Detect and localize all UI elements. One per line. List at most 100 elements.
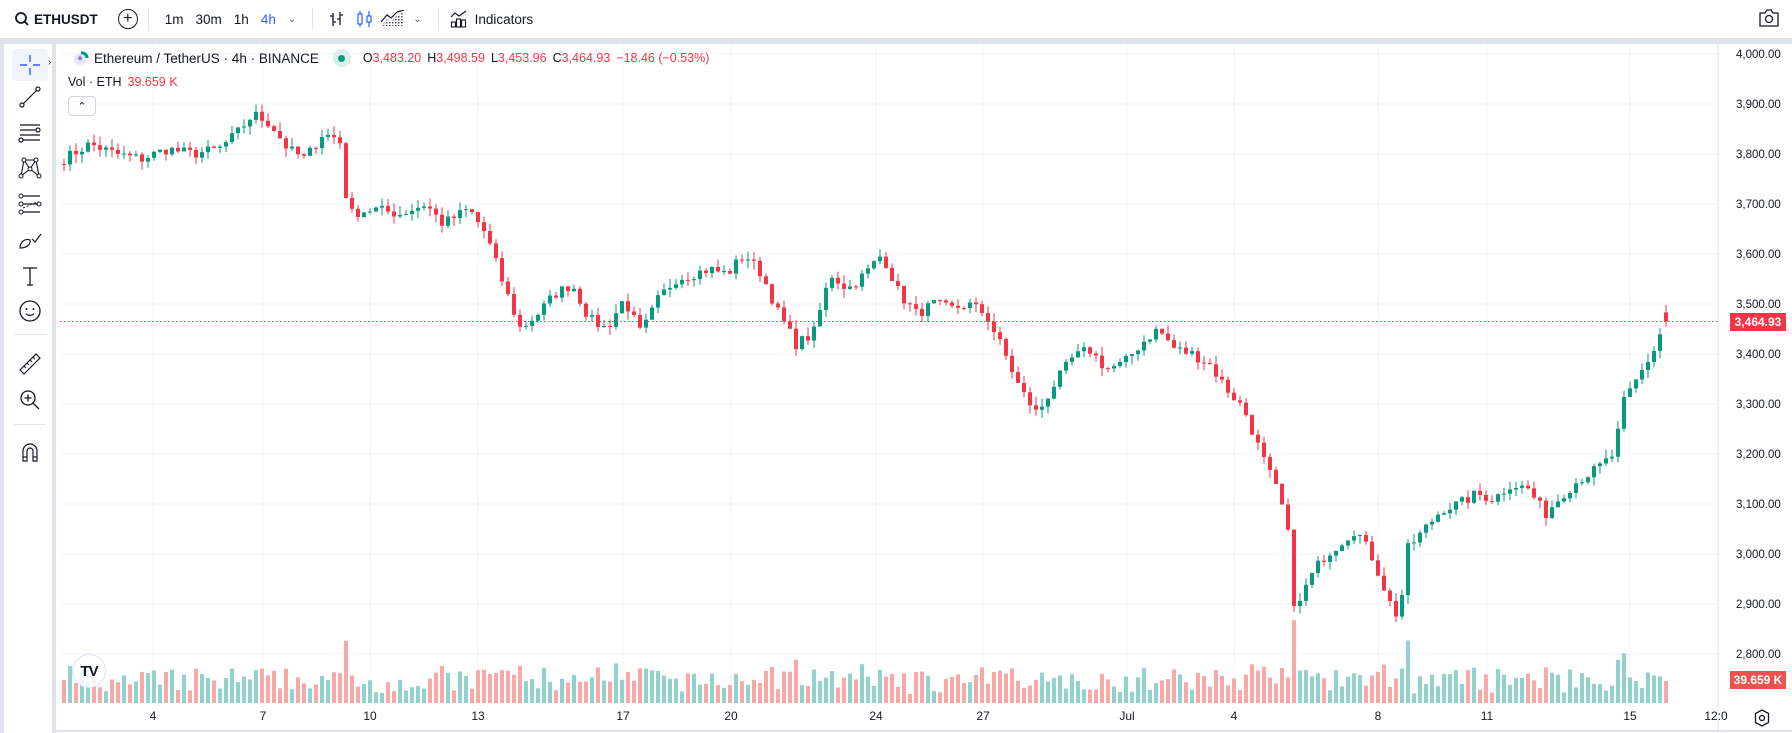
area-chart-type-button[interactable] <box>379 5 407 33</box>
time-axis-label: 4 <box>1231 709 1238 723</box>
top-toolbar: ETHUSDT + 1m 30m 1h 4h ⌄ ⌄ Indicators <box>0 0 1792 38</box>
left-separator-band <box>0 38 4 733</box>
search-icon <box>15 12 29 26</box>
time-axis-label: 20 <box>724 709 738 723</box>
time-axis-label: 8 <box>1375 709 1382 723</box>
tool-expand-chevron-right-icon[interactable]: › <box>48 57 52 68</box>
timeframe-4h[interactable]: 4h <box>260 11 276 27</box>
price-axis-label: 3,500.00 <box>1736 299 1781 311</box>
price-axis-label: 4,000.00 <box>1736 49 1781 61</box>
time-axis-label: 7 <box>260 709 267 723</box>
time-axis-label: 17 <box>616 709 630 723</box>
open-value: 3,483.20 <box>372 51 422 65</box>
emoji-tool-button[interactable] <box>12 295 48 327</box>
emoji-icon <box>19 300 41 322</box>
zoom-tool-button[interactable] <box>12 384 48 416</box>
plus-icon: + <box>123 10 133 27</box>
last-volume-label: 39.659 K <box>1730 671 1786 689</box>
high-label: H <box>427 51 437 65</box>
symbol-title[interactable]: Ethereum / TetherUS · 4h · BINANCE <box>94 50 319 66</box>
compare-symbol-button[interactable]: + <box>117 9 138 29</box>
time-axis-label: 27 <box>976 709 990 723</box>
trend-line-tool-button[interactable] <box>12 81 48 113</box>
price-axis-label: 3,000.00 <box>1736 549 1781 561</box>
camera-icon <box>1759 9 1779 27</box>
collapse-legend-button[interactable]: ⌃ <box>68 96 96 116</box>
timeframe-dropdown-chevron-down-icon[interactable]: ⌄ <box>287 13 297 25</box>
brush-icon <box>19 233 42 249</box>
time-axis-label: 11 <box>1481 709 1494 723</box>
time-axis-label: 10 <box>363 709 377 723</box>
price-axis-label: 3,300.00 <box>1736 399 1781 411</box>
ethereum-logo-icon <box>74 51 89 65</box>
chart-settings-button[interactable] <box>1752 708 1772 733</box>
toolbar-separator-band <box>0 38 1792 44</box>
price-axis-label: 3,200.00 <box>1736 449 1781 461</box>
close-value: 3,464.93 <box>561 51 611 65</box>
candlestick-icon <box>357 11 372 27</box>
magnet-icon <box>22 443 38 462</box>
time-axis-label: 4 <box>150 709 157 723</box>
time-axis-label: 24 <box>869 709 883 723</box>
close-label: C <box>552 51 562 65</box>
magnet-tool-button[interactable] <box>12 436 48 468</box>
fib-tool-button[interactable] <box>12 117 48 149</box>
ruler-icon <box>19 353 41 375</box>
zoom-in-icon <box>20 390 40 410</box>
chart-legend: Ethereum / TetherUS · 4h · BINANCE O 3,48… <box>72 49 709 67</box>
divider <box>437 8 439 30</box>
crosshair-tool-button[interactable] <box>12 49 48 81</box>
tradingview-logo[interactable]: TV <box>72 654 106 688</box>
candlestick-chart-type-button[interactable] <box>351 5 379 33</box>
price-axis-label: 2,900.00 <box>1736 599 1781 611</box>
prediction-tool-button[interactable] <box>12 188 48 220</box>
indicators-icon <box>450 10 466 28</box>
price-axis-label: 3,800.00 <box>1736 149 1781 161</box>
time-axis-label: Jul <box>1119 709 1134 723</box>
bar-chart-type-button[interactable] <box>323 5 351 33</box>
fib-retracement-icon <box>18 124 41 143</box>
crosshair-icon <box>20 55 40 75</box>
price-axis-label: 3,100.00 <box>1736 499 1781 511</box>
price-axis-label: 3,700.00 <box>1736 199 1781 211</box>
gear-icon <box>1754 709 1770 727</box>
pattern-tool-button[interactable] <box>12 152 48 184</box>
text-tool-button[interactable] <box>12 260 48 292</box>
market-status-indicator[interactable] <box>332 49 351 67</box>
indicators-label: Indicators <box>474 11 534 27</box>
divider <box>147 8 149 30</box>
timeframe-30m[interactable]: 30m <box>195 11 222 27</box>
area-chart-icon <box>380 10 405 26</box>
symbol-label: ETHUSDT <box>34 11 98 27</box>
drawing-toolbar: › <box>4 44 56 733</box>
price-axis-label: 2,800.00 <box>1736 649 1781 661</box>
pattern-icon <box>18 157 42 179</box>
snapshot-button[interactable] <box>1758 8 1780 31</box>
volume-value: 39.659 K <box>127 75 178 89</box>
measure-tool-button[interactable] <box>12 348 48 380</box>
last-price-label: 3,464.93 <box>1730 312 1786 331</box>
divider <box>312 8 314 30</box>
low-label: L <box>490 51 498 65</box>
text-icon <box>23 267 37 286</box>
price-axis-label: 3,900.00 <box>1736 99 1781 111</box>
toolbar-divider <box>14 424 46 425</box>
trend-line-icon <box>19 86 41 108</box>
volume-legend: Vol · ETH 39.659 K <box>68 75 178 89</box>
volume-label[interactable]: Vol · ETH <box>68 75 122 89</box>
timeframe-1m[interactable]: 1m <box>164 11 184 27</box>
time-axis-label: 12:0 <box>1704 709 1728 723</box>
high-value: 3,498.59 <box>436 51 485 65</box>
price-change: −18.46 (−0.53%) <box>616 51 710 65</box>
timeframe-1h[interactable]: 1h <box>233 11 249 27</box>
low-value: 3,453.96 <box>497 51 547 65</box>
indicators-button[interactable]: Indicators <box>449 9 534 29</box>
price-axis-label: 3,400.00 <box>1736 349 1781 361</box>
bar-chart-icon <box>330 12 344 26</box>
chart-type-dropdown-chevron-down-icon[interactable]: ⌄ <box>413 13 422 25</box>
open-label: O <box>362 51 373 65</box>
symbol-search-button[interactable]: ETHUSDT <box>14 11 98 27</box>
brush-tool-button[interactable] <box>12 224 48 256</box>
prediction-icon <box>18 193 42 215</box>
